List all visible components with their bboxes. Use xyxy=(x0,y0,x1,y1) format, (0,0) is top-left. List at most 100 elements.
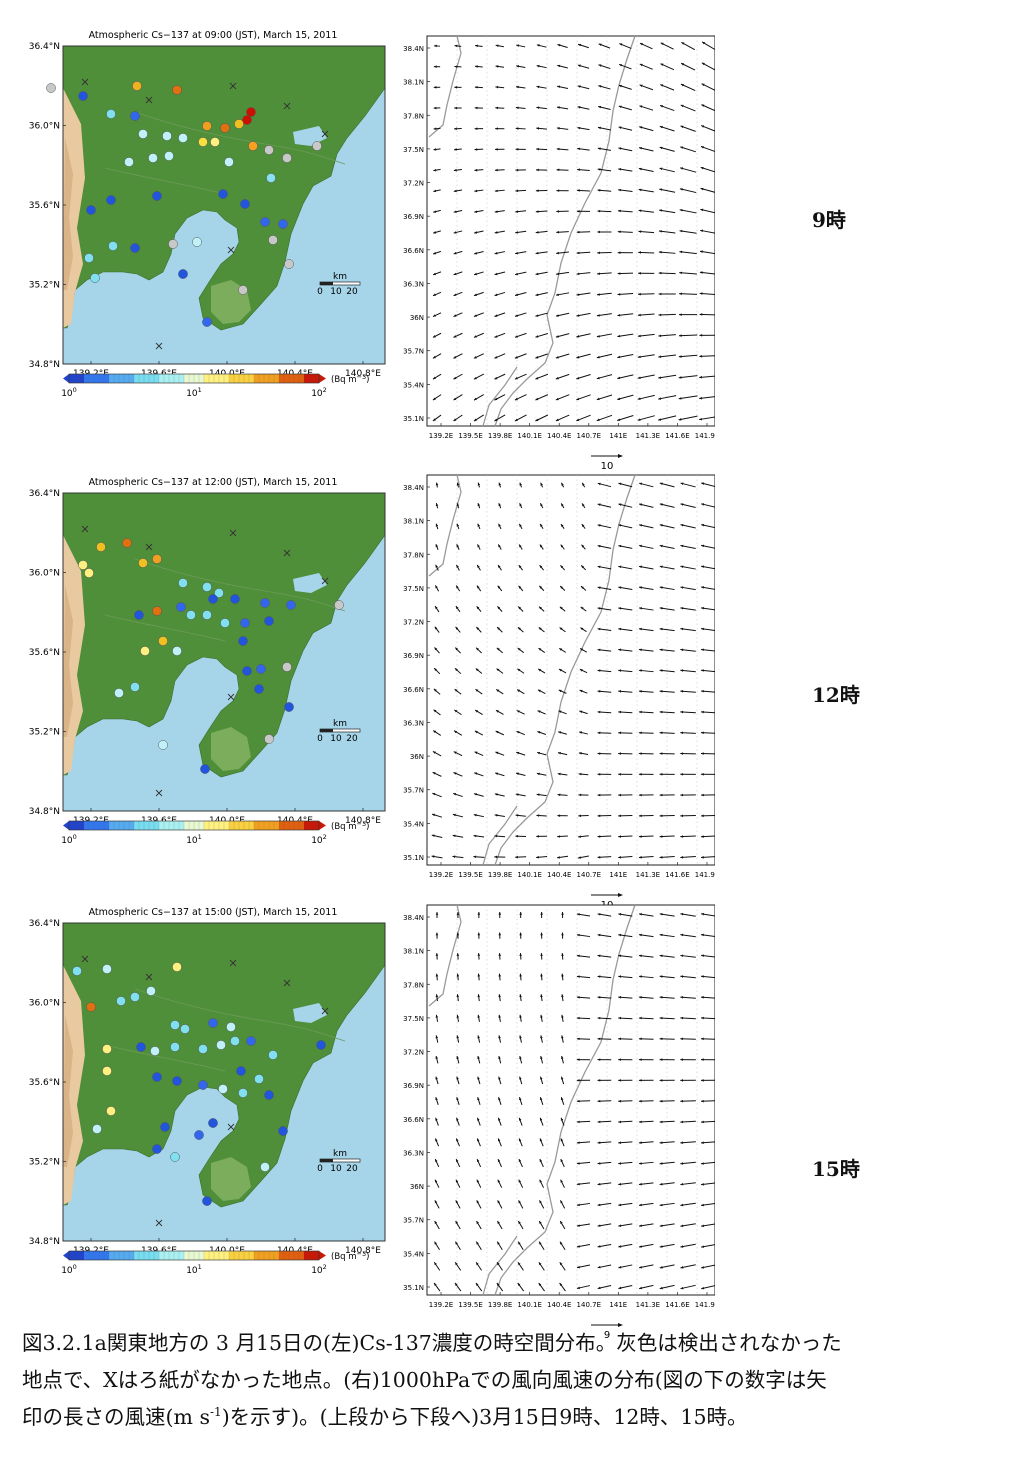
wind-arrow xyxy=(700,166,715,173)
colorbar-border xyxy=(68,1250,320,1261)
wind-arrow xyxy=(535,353,549,359)
wind-arrow xyxy=(638,1223,654,1228)
wind-arrow xyxy=(473,834,485,838)
no-filter-marker xyxy=(229,959,237,967)
station-dot xyxy=(246,107,256,117)
wind-arrow xyxy=(453,373,463,380)
wind-area xyxy=(426,35,715,427)
wind-arrow xyxy=(700,1141,715,1145)
coastline xyxy=(428,35,462,138)
colorbar-cell xyxy=(93,1250,100,1261)
wind-arrow xyxy=(453,772,463,777)
wind-arrow xyxy=(580,565,587,571)
wind-arrow xyxy=(539,564,544,571)
wind-arrow xyxy=(475,1241,482,1250)
wind-arrow xyxy=(540,1076,544,1085)
wind-arrow xyxy=(473,291,484,297)
mountain-terrain xyxy=(63,1015,73,1167)
wind-arrow xyxy=(597,607,612,611)
station-dot xyxy=(312,141,322,151)
coastline xyxy=(482,366,518,427)
wind-arrow xyxy=(473,312,484,317)
wind-arrow xyxy=(701,482,715,488)
wind-arrow xyxy=(659,835,675,838)
wind-arrow xyxy=(515,834,527,838)
wind-arrow xyxy=(597,1182,612,1186)
wind-arrow xyxy=(555,394,570,401)
wind-lat-label: 36.9N xyxy=(403,652,424,660)
wind-arrow xyxy=(557,835,568,838)
coastline xyxy=(494,35,636,427)
lat-tick-label: 34.8°N xyxy=(29,807,60,817)
station-dot xyxy=(116,996,126,1006)
wind-arrow xyxy=(597,1016,612,1020)
wind-arrow xyxy=(597,168,612,172)
wind-arrow xyxy=(700,835,715,838)
wind-arrow xyxy=(453,751,463,757)
wind-arrow xyxy=(680,689,696,693)
wind-arrow xyxy=(618,752,633,755)
wind-arrow xyxy=(618,954,633,958)
wind-arrow xyxy=(581,544,586,550)
caption-line-3: 印の長さの風速(m s-1)を示す)。(上段から下段へ)3月15日9時、12時、… xyxy=(22,1399,987,1436)
wind-arrow xyxy=(435,1117,439,1126)
wind-arrow xyxy=(699,416,715,421)
colorbar-cell xyxy=(268,1250,275,1261)
wind-reference-speed: 10 xyxy=(601,461,614,472)
wind-arrow xyxy=(498,503,502,509)
scale-bar-segment xyxy=(320,1159,333,1162)
colorbar-cell xyxy=(283,1250,290,1261)
wind-arrow xyxy=(475,1282,483,1292)
colorbar-cell xyxy=(83,373,90,384)
wind-arrow xyxy=(659,1284,675,1290)
scale-bar-segment xyxy=(320,729,333,732)
colorbar-cell xyxy=(313,820,320,831)
wind-lat-label: 38.1N xyxy=(403,79,424,87)
wind-arrow xyxy=(618,1141,633,1144)
mountain-terrain xyxy=(63,138,73,290)
no-filter-marker xyxy=(283,549,291,557)
wind-arrow xyxy=(638,752,654,755)
wind-arrow xyxy=(618,1079,633,1082)
caption-line-3b: )を示す)。(上段から下段へ)3月15日9時、12時、15時。 xyxy=(221,1405,748,1429)
wind-arrow xyxy=(539,1117,544,1126)
wind-arrow xyxy=(701,62,715,71)
station-dot xyxy=(96,542,106,552)
wind-arrow xyxy=(618,648,633,652)
wind-arrow xyxy=(619,43,632,49)
wind-lat-label: 38.4N xyxy=(403,914,424,922)
wind-arrow xyxy=(701,565,715,570)
wind-arrow xyxy=(576,1099,591,1103)
wind-arrow xyxy=(578,835,589,838)
wind-arrow xyxy=(618,1284,633,1290)
no-filter-marker xyxy=(81,78,89,86)
station-dot xyxy=(208,1018,218,1028)
wind-arrow xyxy=(597,272,612,275)
wind-arrow xyxy=(680,975,696,979)
wind-arrow xyxy=(434,605,440,613)
colorbar-cell xyxy=(168,1250,175,1261)
colorbar-cell xyxy=(253,373,260,384)
colorbar-cell xyxy=(213,373,220,384)
colorbar-cell xyxy=(143,1250,150,1261)
wind-arrow xyxy=(435,502,439,509)
colorbar-cell xyxy=(108,373,115,384)
wind-arrow xyxy=(576,1079,591,1082)
colorbar-cell xyxy=(268,373,275,384)
wind-arrow xyxy=(659,1058,675,1061)
wind-arrow xyxy=(536,793,547,797)
wind-map-1500: 38.4N 38.1N 37.8N 37.5N 37.2N 36.9N 36.6N 36.3N… xyxy=(403,904,715,1341)
wind-arrow xyxy=(435,564,439,571)
wind-arrow xyxy=(699,396,715,400)
station-dot xyxy=(218,189,228,199)
wind-arrow xyxy=(498,932,502,939)
colorbar-cell xyxy=(218,820,225,831)
wind-arrow xyxy=(597,1264,612,1269)
wind-arrow xyxy=(618,565,633,570)
colorbar-cell xyxy=(128,820,135,831)
wind-arrow xyxy=(680,954,696,958)
colorbar-cell xyxy=(228,373,235,384)
wind-border xyxy=(426,904,715,1296)
wind-arrow xyxy=(700,208,715,214)
wind-arrow xyxy=(700,648,715,652)
